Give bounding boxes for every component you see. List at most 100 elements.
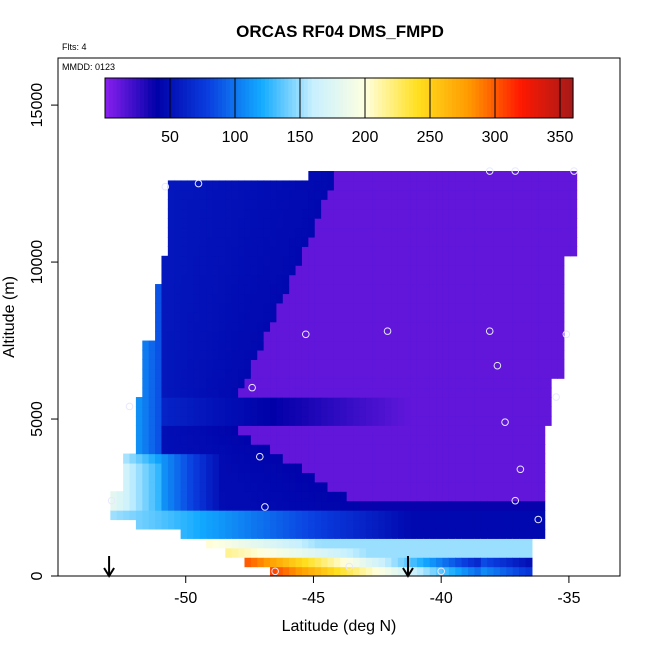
heatmap-cell [282,444,290,455]
heatmap-cell [506,302,514,313]
heatmap-cell [410,528,418,539]
heatmap-cell [487,312,495,323]
heatmap-cell [212,265,220,276]
heatmap-cell [333,397,341,408]
heatmap-cell [212,378,220,389]
heatmap-cell [557,349,565,360]
heatmap-cell [289,444,297,455]
heatmap-cell [321,519,329,530]
heatmap-cell [391,208,399,219]
heatmap-cell [429,171,437,182]
heatmap-cell [474,340,482,351]
heatmap-cell [436,274,444,285]
heatmap-cell [442,566,450,577]
heatmap-cell [423,538,431,549]
heatmap-cell [231,481,239,492]
heatmap-cell [180,236,188,247]
heatmap-cell [257,453,265,464]
heatmap-cell [231,397,239,408]
heatmap-cell [429,331,437,342]
heatmap-cell [442,453,450,464]
heatmap-cell [301,481,309,492]
heatmap-cell [423,397,431,408]
heatmap-cell [416,340,424,351]
heatmap-cell [276,189,284,200]
heatmap-cell [155,415,163,426]
heatmap-cell [359,189,367,200]
heatmap-cell [442,510,450,521]
heatmap-cell [257,331,265,342]
heatmap-cell [257,208,265,219]
heatmap-cell [384,472,392,483]
heatmap-cell [161,500,169,511]
heatmap-cell [187,274,194,285]
heatmap-cell [416,415,424,426]
heatmap-cell [244,255,252,266]
heatmap-cell [519,293,527,304]
heatmap-cell [327,453,335,464]
heatmap-cell [372,171,380,182]
heatmap-cell [404,312,412,323]
heatmap-cell [397,547,405,558]
heatmap-cell [270,538,278,549]
heatmap-cell [416,199,424,210]
heatmap-cell [372,462,380,473]
colorbar-swatch [140,78,145,118]
heatmap-cell [263,208,271,219]
heatmap-cell [276,415,284,426]
heatmap-cell [295,284,303,295]
heatmap-cell [314,434,322,445]
heatmap-cell [429,397,437,408]
heatmap-cell [448,557,456,568]
heatmap-cell [544,331,552,342]
heatmap-cell [327,425,335,436]
heatmap-cell [167,387,175,398]
heatmap-cell [155,472,163,483]
heatmap-cell [353,547,361,558]
heatmap-cell [174,500,182,511]
heatmap-cell [429,359,437,370]
heatmap-cell [448,331,456,342]
heatmap-cell [423,208,431,219]
heatmap-cell [231,321,239,332]
heatmap-cell [161,425,169,436]
heatmap-cell [244,284,252,295]
heatmap-cell [538,199,546,210]
heatmap-cell [180,519,188,530]
heatmap-cell [206,519,214,530]
heatmap-cell [155,444,163,455]
heatmap-cell [378,199,386,210]
heatmap-cell [455,566,463,577]
heatmap-cell [448,397,456,408]
heatmap-cell [468,557,475,568]
heatmap-cell [321,444,329,455]
heatmap-cell [167,218,175,229]
heatmap-cell [231,265,239,276]
heatmap-cell [410,265,418,276]
heatmap-cell [187,218,194,229]
heatmap-cell [404,472,412,483]
heatmap-cell [282,255,290,266]
heatmap-cell [327,349,335,360]
heatmap-cell [448,246,456,257]
heatmap-cell [365,566,373,577]
heatmap-cell [263,500,271,511]
heatmap-cell [365,302,373,313]
colorbar-swatch [358,78,363,118]
heatmap-cell [116,491,124,502]
colorbar-swatch [381,78,387,118]
heatmap-cell [384,566,392,577]
heatmap-cell [167,284,175,295]
heatmap-cell [519,246,527,257]
heatmap-cell [231,472,239,483]
heatmap-cell [429,519,437,530]
heatmap-cell [531,171,539,182]
heatmap-cell [480,302,488,313]
heatmap-cell [301,566,309,577]
heatmap-cell [538,255,546,266]
heatmap-cell [359,340,367,351]
heatmap-cell [212,481,220,492]
heatmap-cell [436,321,444,332]
heatmap-cell [314,199,322,210]
heatmap-cell [301,415,309,426]
